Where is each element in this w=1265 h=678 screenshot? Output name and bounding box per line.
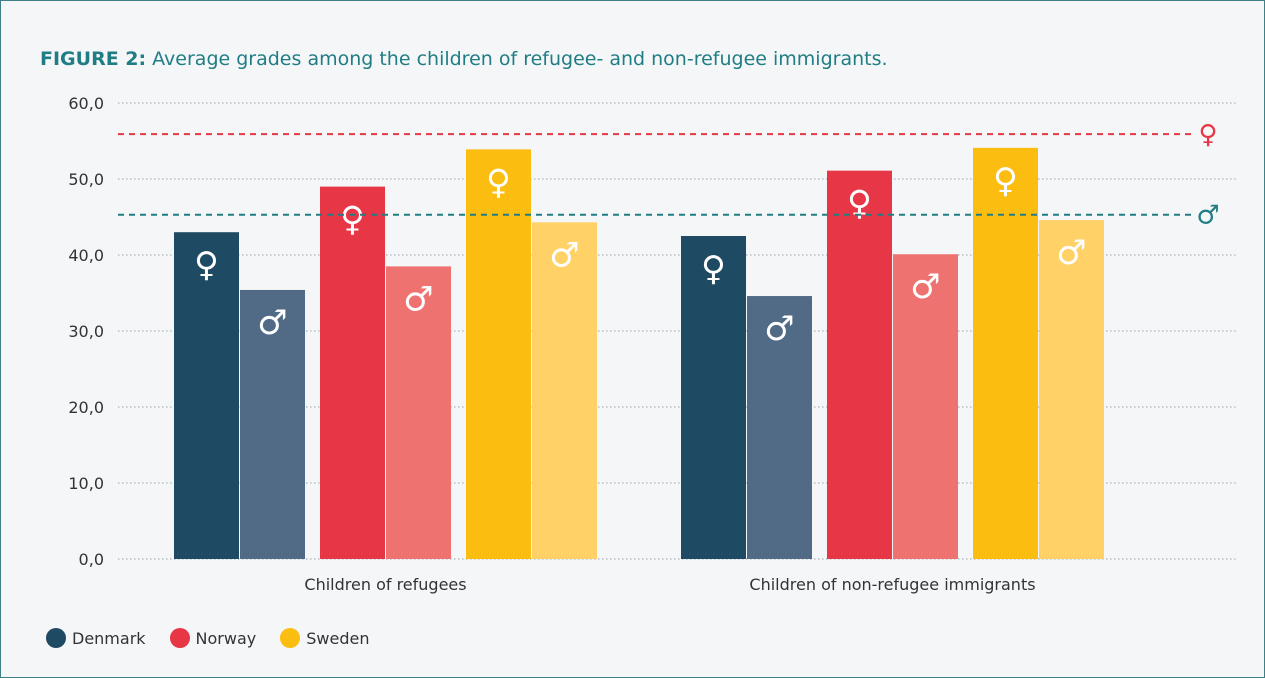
legend-label-norway: Norway: [195, 628, 257, 648]
bar: [386, 266, 451, 559]
y-tick-label: 30,0: [68, 322, 104, 341]
y-tick-label: 50,0: [68, 170, 104, 189]
bar: [240, 289, 305, 559]
bar-gender-symbol: ♀: [993, 161, 1018, 201]
bar-gender-symbol: ♂: [910, 267, 940, 307]
bar: [827, 170, 892, 559]
legend-item-denmark: Denmark: [46, 628, 146, 648]
bar-gender-symbol: ♀: [847, 184, 872, 224]
y-tick-label: 60,0: [68, 94, 104, 113]
bar-gender-symbol: ♀: [486, 162, 511, 202]
figure-title: FIGURE 2: Average grades among the child…: [40, 48, 888, 70]
y-tick-label: 40,0: [68, 246, 104, 265]
bar-gender-symbol: ♂: [764, 309, 794, 349]
bar: [174, 232, 239, 559]
legend-swatch-denmark: [46, 628, 66, 648]
x-category-label: Children of refugees: [304, 575, 466, 594]
reference-line-symbol: ♂: [1196, 201, 1219, 231]
reference-line-symbol: ♀: [1198, 120, 1217, 150]
legend-label-sweden: Sweden: [306, 628, 370, 648]
bar: [466, 149, 531, 560]
bar: [532, 222, 597, 559]
bar: [973, 147, 1038, 559]
bar: [893, 254, 958, 560]
legend-swatch-sweden: [280, 628, 301, 648]
y-tick-label: 20,0: [68, 398, 104, 417]
figure-title-text: Average grades among the children of ref…: [152, 48, 888, 70]
bar-gender-symbol: ♀: [340, 200, 365, 240]
y-tick-label: 0,0: [79, 550, 104, 569]
bar: [320, 186, 385, 559]
legend-item-sweden: Sweden: [280, 628, 369, 648]
x-category-label: Children of non-refugee immigrants: [749, 575, 1035, 594]
bar: [747, 296, 812, 559]
y-tick-label: 10,0: [68, 474, 104, 493]
bar-gender-symbol: ♂: [257, 303, 287, 343]
legend-item-norway: Norway: [169, 628, 257, 648]
bar: [1039, 220, 1104, 560]
bar-gender-symbol: ♂: [549, 235, 579, 275]
bar-gender-symbol: ♂: [1056, 233, 1086, 273]
legend-label-denmark: Denmark: [72, 628, 146, 648]
figure-label: FIGURE 2:: [40, 48, 147, 70]
bar-gender-symbol: ♀: [701, 249, 726, 289]
bar-gender-symbol: ♂: [403, 279, 433, 319]
chart-legend: Denmark Norway Sweden: [46, 628, 393, 648]
legend-swatch-norway: [169, 628, 190, 648]
bar-gender-symbol: ♀: [194, 245, 219, 285]
bar: [681, 236, 746, 559]
